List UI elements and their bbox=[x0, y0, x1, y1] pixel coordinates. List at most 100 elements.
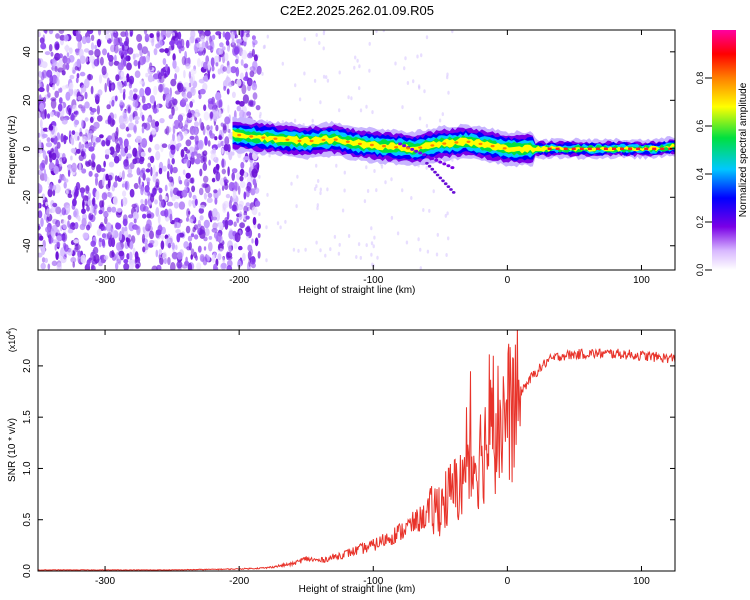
noise-speckle bbox=[227, 104, 230, 114]
noise-speckle bbox=[146, 213, 152, 219]
noise-speckle bbox=[109, 227, 113, 234]
noise-speckle bbox=[49, 74, 53, 85]
noise-speckle bbox=[118, 250, 125, 257]
noise-speckle bbox=[194, 158, 201, 165]
noise-speckle bbox=[166, 170, 170, 180]
noise-speckle bbox=[41, 61, 48, 69]
noise-speckle bbox=[252, 178, 257, 186]
noise-speckle bbox=[149, 155, 155, 164]
signal-peak bbox=[357, 142, 362, 146]
y-tick-label: 0 bbox=[22, 146, 33, 152]
noise-speckle bbox=[84, 160, 89, 166]
faint-speckle bbox=[418, 85, 421, 90]
x-tick-label: -200 bbox=[229, 275, 249, 286]
faint-speckle bbox=[396, 231, 400, 236]
noise-speckle bbox=[73, 191, 78, 200]
noise-speckle bbox=[38, 152, 41, 158]
noise-speckle bbox=[104, 216, 108, 225]
noise-speckle bbox=[42, 150, 47, 159]
noise-speckle bbox=[212, 222, 218, 230]
x-tick-label: -100 bbox=[363, 275, 383, 286]
noise-speckle bbox=[239, 222, 246, 229]
noise-speckle bbox=[158, 75, 165, 84]
signal-branch-dot bbox=[430, 157, 435, 160]
faint-speckle bbox=[316, 206, 319, 211]
noise-speckle bbox=[203, 219, 210, 229]
signal-peak bbox=[478, 142, 483, 146]
noise-speckle bbox=[191, 185, 196, 193]
noise-speckle bbox=[192, 127, 198, 136]
noise-speckle bbox=[38, 112, 41, 119]
noise-speckle bbox=[140, 185, 145, 192]
noise-speckle bbox=[151, 119, 156, 129]
noise-speckle bbox=[202, 162, 208, 171]
faint-speckle bbox=[298, 97, 302, 102]
noise-speckle bbox=[172, 32, 176, 37]
faint-speckle bbox=[419, 266, 422, 270]
noise-speckle bbox=[245, 215, 250, 220]
noise-speckle bbox=[117, 81, 123, 91]
noise-speckle bbox=[248, 99, 254, 106]
noise-speckle bbox=[86, 205, 90, 212]
signal-branch-dot bbox=[441, 179, 445, 183]
noise-speckle bbox=[201, 182, 208, 189]
noise-speckle bbox=[213, 189, 218, 194]
noise-speckle bbox=[195, 113, 198, 118]
noise-speckle bbox=[70, 134, 74, 145]
noise-speckle bbox=[153, 48, 158, 56]
noise-speckle bbox=[120, 31, 127, 37]
noise-speckle bbox=[243, 191, 247, 200]
noise-speckle bbox=[145, 168, 151, 173]
faint-speckle bbox=[290, 181, 293, 186]
noise-speckle bbox=[141, 114, 145, 122]
faint-speckle bbox=[356, 58, 359, 63]
noise-speckle bbox=[97, 228, 102, 235]
noise-speckle bbox=[199, 118, 202, 128]
x-tick-label: -300 bbox=[95, 576, 115, 587]
noise-speckle bbox=[116, 258, 121, 264]
noise-speckle bbox=[111, 206, 117, 213]
noise-speckle bbox=[55, 33, 60, 39]
faint-speckle bbox=[261, 71, 264, 76]
noise-speckle bbox=[178, 121, 183, 129]
noise-speckle bbox=[185, 149, 190, 154]
signal-branch-dot bbox=[418, 151, 423, 155]
noise-speckle bbox=[74, 110, 79, 116]
noise-speckle bbox=[93, 253, 100, 264]
noise-speckle bbox=[172, 53, 176, 62]
noise-speckle bbox=[257, 223, 261, 230]
noise-speckle bbox=[239, 30, 245, 38]
noise-speckle bbox=[190, 233, 195, 238]
noise-speckle bbox=[42, 133, 48, 138]
noise-speckle bbox=[230, 66, 237, 74]
noise-speckle bbox=[235, 58, 239, 64]
noise-speckle bbox=[183, 70, 186, 79]
signal-peak bbox=[454, 141, 459, 144]
noise-speckle bbox=[85, 186, 90, 192]
noise-speckle bbox=[190, 155, 195, 165]
noise-speckle bbox=[40, 262, 46, 270]
signal-peak bbox=[636, 147, 641, 150]
noise-speckle bbox=[81, 213, 88, 221]
noise-speckle bbox=[78, 141, 82, 151]
faint-speckle bbox=[259, 111, 262, 116]
noise-speckle bbox=[177, 142, 182, 148]
noise-speckle bbox=[158, 194, 163, 202]
noise-speckle bbox=[194, 146, 198, 155]
noise-speckle bbox=[199, 204, 206, 209]
faint-speckle bbox=[435, 252, 439, 257]
noise-speckle bbox=[244, 171, 247, 179]
noise-speckle bbox=[38, 58, 41, 66]
faint-speckle bbox=[358, 86, 361, 91]
y-tick-label: 20 bbox=[22, 94, 33, 106]
noise-speckle bbox=[221, 158, 225, 169]
noise-speckle bbox=[97, 30, 102, 36]
noise-speckle bbox=[252, 42, 256, 48]
noise-speckle bbox=[70, 257, 77, 263]
noise-speckle bbox=[90, 265, 96, 270]
noise-speckle bbox=[44, 108, 47, 119]
noise-speckle bbox=[55, 206, 62, 215]
noise-speckle bbox=[108, 161, 115, 168]
faint-speckle bbox=[436, 232, 439, 237]
